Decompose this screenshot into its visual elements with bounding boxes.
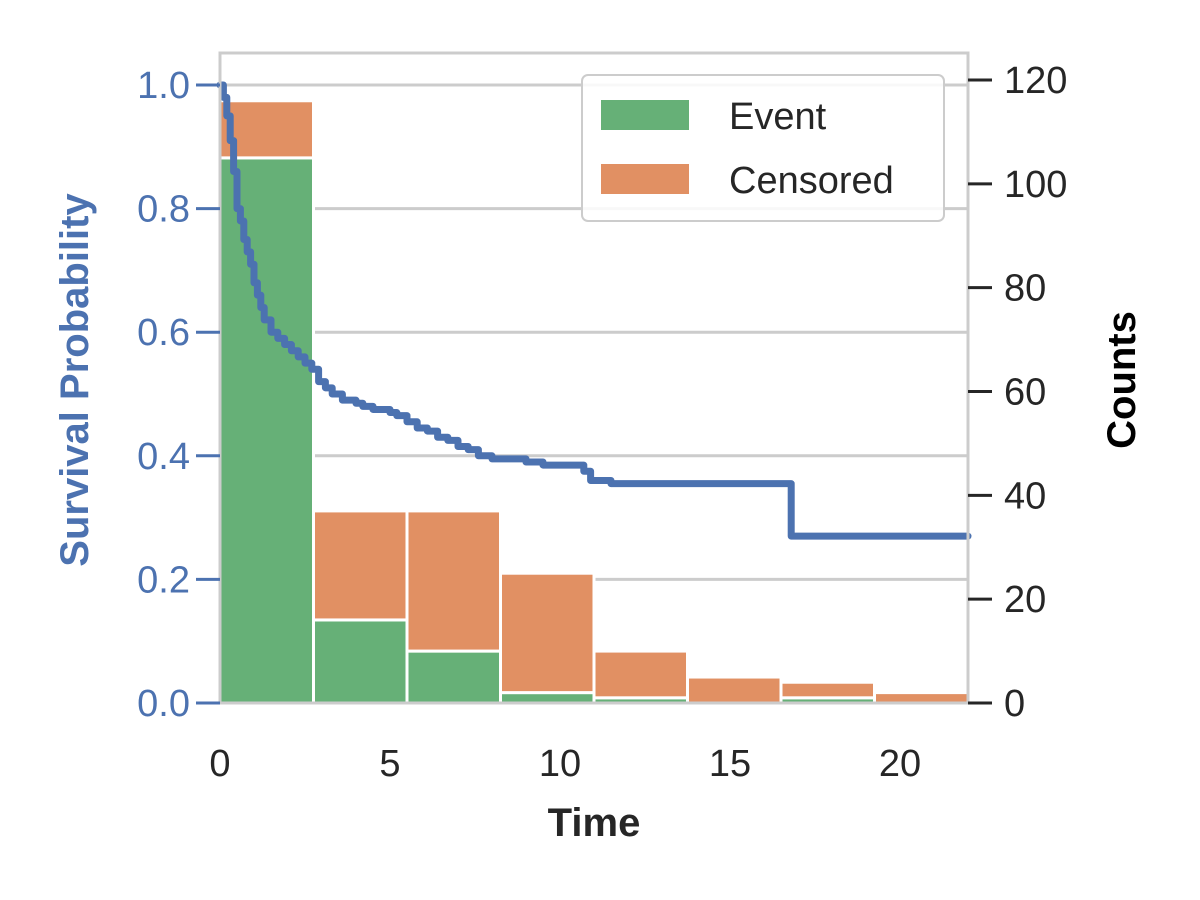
- x-axis: 0 5 10 15 20: [209, 743, 921, 785]
- legend-label-censored: Censored: [729, 160, 894, 202]
- x-tick-label-3: 15: [709, 743, 751, 785]
- plot-frame: [218, 51, 970, 705]
- legend: Event Censored: [581, 74, 945, 222]
- y-left-tick-label-3: 0.6: [137, 312, 190, 354]
- y-right-tick-label-6: 120: [1004, 60, 1067, 102]
- bar-event-0: [218, 156, 315, 705]
- bar-censored-6: [779, 680, 876, 700]
- bar-event-3: [499, 691, 596, 705]
- y-left-tick-label-0: 0.0: [137, 683, 190, 725]
- legend-swatch-event: [601, 100, 689, 130]
- y-left-tick-label-4: 0.8: [137, 189, 190, 231]
- x-tick-label-4: 20: [879, 743, 921, 785]
- bar-censored-1: [312, 509, 409, 622]
- bar-censored-2: [405, 509, 502, 653]
- y-right-tick-label-3: 60: [1004, 372, 1046, 414]
- y-right-tick-label-5: 100: [1004, 164, 1067, 206]
- y-left-tick-label-1: 0.2: [137, 559, 190, 601]
- x-tick-label-2: 10: [539, 743, 581, 785]
- right-axis: 0 20 40 60 80 100 120: [968, 60, 1067, 725]
- x-tick-label-1: 5: [379, 743, 400, 785]
- bar-censored-5: [686, 675, 783, 705]
- survival-curve: [216, 81, 972, 540]
- y-right-tick-label-1: 20: [1004, 579, 1046, 621]
- left-axis: 0.0 0.2 0.4 0.6 0.8 1.0: [137, 65, 220, 725]
- bar-event-1: [312, 618, 409, 705]
- y-right-axis-title: Counts: [1100, 311, 1144, 449]
- bar-censored-3: [499, 571, 596, 695]
- survival-curve-group: [216, 81, 972, 540]
- y-right-tick-label-4: 80: [1004, 268, 1046, 310]
- bar-event-2: [405, 649, 502, 705]
- y-right-tick-label-0: 0: [1004, 683, 1025, 725]
- x-axis-title: Time: [548, 801, 641, 845]
- legend-swatch-censored: [601, 164, 689, 194]
- legend-label-event: Event: [729, 96, 827, 138]
- x-tick-label-0: 0: [209, 743, 230, 785]
- bar-censored-4: [592, 649, 689, 700]
- bar-censored-7: [873, 691, 970, 705]
- y-left-tick-label-5: 1.0: [137, 65, 190, 107]
- y-right-tick-label-2: 40: [1004, 475, 1046, 517]
- y-left-tick-label-2: 0.4: [137, 436, 190, 478]
- y-left-axis-title: Survival Probability: [53, 193, 97, 567]
